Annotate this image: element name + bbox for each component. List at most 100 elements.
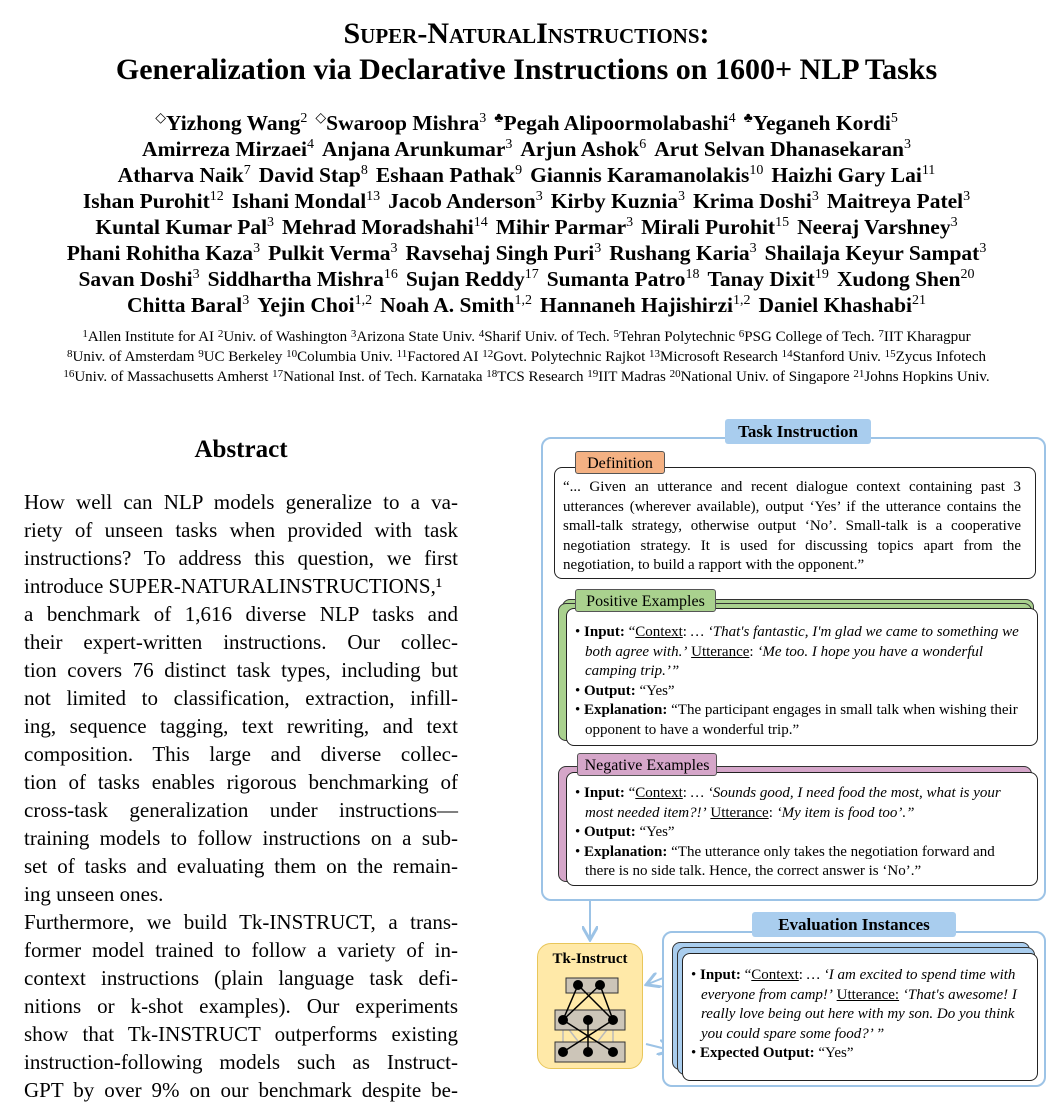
author: ◇Swaroop Mishra3 [315,111,486,135]
affiliation-index: 3 [979,241,987,256]
affiliation-index: 19 [814,267,829,282]
affiliation-index: 6 [738,328,745,340]
affiliation-index: 20 [669,368,681,380]
affiliation-line: 8Univ. of Amsterdam 9UC Berkeley 10Colum… [0,347,1053,367]
affiliation-index: 3 [749,241,757,256]
affiliation-index: 5 [613,328,620,340]
abstract-line: ing unseen ones. [24,882,164,906]
affiliation-line: 16Univ. of Massachusetts Amherst 17Natio… [0,367,1053,387]
abstract-line: their expert-written instructions. Our c… [24,630,458,654]
author: Shailaja Keyur Sampat3 [765,241,987,265]
author: Maitreya Patel3 [827,189,970,213]
affiliation-index: 3 [242,293,250,308]
affiliation-index: 21 [853,368,865,380]
author-name: Arut Selvan Dhanasekaran [654,137,904,161]
abstract-line: How well can NLP models generalize to a … [24,490,458,514]
author: Arut Selvan Dhanasekaran3 [654,137,911,161]
evaluation-instance: • Input: “Context: … ‘I am excited to sp… [691,967,1017,1061]
affiliation-index: 3 [626,215,634,230]
author-line: Amirreza Mirzaei4 Anjana Arunkumar3 Arjun … [0,136,1053,162]
author-name: Haizhi Gary Lai [771,163,922,187]
author: Arjun Ashok6 [520,137,646,161]
author-name: Noah A. Smith [380,293,515,317]
author-name: Ishan Purohit [82,189,210,213]
affiliation-index: 9 [515,163,523,178]
affiliation-index: 20 [960,267,975,282]
affiliation-index: 21 [912,293,927,308]
affiliation: Sharif Univ. of Tech. [484,329,610,345]
author: Sujan Reddy17 [406,267,539,291]
affiliation-index: 17 [272,368,284,380]
affiliation-index: 11 [396,348,408,360]
affiliation-index: 1,2 [514,293,533,308]
author: Ravsehaj Singh Puri3 [406,241,602,265]
affiliation: Zycus Infotech [895,349,986,365]
author-name: Kirby Kuznia [550,189,678,213]
affiliation-index: 3 [390,241,398,256]
affiliation: Univ. of Washington [223,329,348,345]
author: Krima Doshi3 [693,189,819,213]
author-name: Xudong Shen [836,267,961,291]
affiliation: Univ. of Amsterdam [72,349,195,365]
abstract-line: introduce SUPER-NATURALINSTRUCTIONS,¹ [24,574,443,598]
affiliation-index: 9 [198,348,204,360]
author-name: David Stap [258,163,361,187]
affiliation-index: 4 [306,137,314,152]
author-line: ◇Yizhong Wang2 ◇Swaroop Mishra3 ♣Pegah Ali… [0,110,1053,136]
abstract-line: composition. This large and diverse coll… [24,742,458,766]
author: Neeraj Varshney3 [797,215,957,239]
author: Savan Doshi3 [78,267,199,291]
author: Mirali Purohit15 [641,215,789,239]
affiliation-index: 4 [728,111,736,126]
author: Rushang Karia3 [609,241,756,265]
abstract-line: instruction-following models such as Ins… [24,1050,458,1074]
author-name: Shailaja Keyur Sampat [764,241,980,265]
model-label: Tk-Instruct [552,951,628,967]
author-name: Mehrad Moradshahi [282,215,474,239]
author: Mihir Parmar3 [496,215,633,239]
negative-examples-label: Negative Examples [577,753,717,776]
equal-contribution-mark: ◇ [315,111,327,126]
author-name: Swaroop Mishra [326,111,480,135]
author: ♣Pegah Alipoormolabashi4 [494,111,735,135]
abstract-line: show that Tk-INSTRUCT outperforms existi… [24,1022,458,1046]
abstract-heading: Abstract [194,436,288,463]
affiliation: Johns Hopkins Univ. [864,369,990,385]
definition-box: “... Given an utterance and recent dialo… [554,467,1036,579]
affiliation-index: 1,2 [354,293,373,308]
affiliation-index: 4 [478,328,485,340]
author-line: Ishan Purohit12 Ishani Mondal13 Jacob Ande… [0,188,1053,214]
author: Siddhartha Mishra16 [208,267,398,291]
author-name: Hannaneh Hajishirzi [540,293,733,317]
author: Phani Rohitha Kaza3 [67,241,260,265]
author: Pulkit Verma3 [268,241,397,265]
author-name: Tanay Dixit [707,267,815,291]
affiliation-index: 7 [243,163,251,178]
affiliation-index: 10 [749,163,764,178]
affiliation-index: 3 [963,189,971,204]
author-name: Mirali Purohit [641,215,776,239]
affiliation-index: 15 [775,215,790,230]
abstract-line: set of tasks and evaluating them on the … [24,854,458,878]
author-line: Atharva Naik7 David Stap8 Eshaan Pathak9 Gi… [0,162,1053,188]
affiliation: IIT Kharagpur [883,329,971,345]
tk-instruct-model-box: Tk-Instruct [537,943,643,1069]
author-name: Jacob Anderson [388,189,536,213]
affiliation: Microsoft Research [660,349,778,365]
affiliation-index: 3 [594,241,602,256]
author-list: ◇Yizhong Wang2 ◇Swaroop Mishra3 ♣Pegah Ali… [0,110,1053,318]
affiliation: IIT Madras [598,369,666,385]
negative-examples-box: • Input: “Context: … ‘Sounds good, I nee… [566,772,1038,886]
equal-contribution-mark: ♣ [743,111,753,126]
author-name: Yeganeh Kordi [752,111,891,135]
affiliation: Arizona State Univ. [356,329,475,345]
affiliation-index: 1,2 [732,293,751,308]
author-name: Anjana Arunkumar [321,137,506,161]
author-name: Chitta Baral [126,293,243,317]
affiliation-index: 12 [209,189,224,204]
author: Chitta Baral3 [127,293,249,317]
author: Amirreza Mirzaei4 [142,137,314,161]
affiliation-index: 5 [890,111,898,126]
author: Sumanta Patro18 [547,267,700,291]
affiliation-index: 3 [505,137,513,152]
